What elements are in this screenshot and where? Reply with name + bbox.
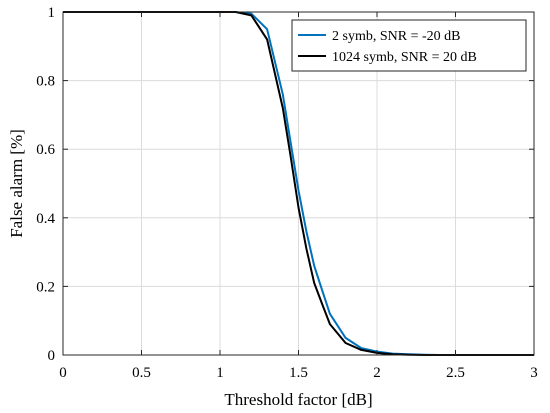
y-axis-ticks: 0 0.2 0.4 0.6 0.8 1	[36, 5, 534, 364]
x-tick-label: 1	[216, 365, 224, 381]
x-tick-label: 0	[59, 365, 67, 381]
y-tick-label: 0	[48, 348, 56, 364]
y-axis-title: False alarm [%]	[7, 129, 26, 238]
legend: 2 symb, SNR = -20 dB 1024 symb, SNR = 20…	[291, 19, 527, 72]
legend-box	[291, 19, 527, 72]
y-tick-label: 0.6	[36, 142, 55, 158]
y-tick-label: 0.8	[36, 74, 55, 90]
x-axis-title: Threshold factor [dB]	[224, 390, 372, 409]
legend-label-series-1: 2 symb, SNR = -20 dB	[332, 29, 460, 44]
x-tick-label: 3	[530, 365, 538, 381]
y-tick-label: 1	[48, 5, 56, 21]
y-tick-label: 0.2	[36, 279, 55, 295]
x-tick-label: 2.5	[446, 365, 465, 381]
legend-label-series-2: 1024 symb, SNR = 20 dB	[332, 50, 477, 65]
x-tick-label: 2	[373, 365, 381, 381]
x-axis-ticks: 0 0.5 1 1.5 2 2.5 3	[59, 12, 538, 381]
x-tick-label: 0.5	[132, 365, 151, 381]
y-tick-label: 0.4	[36, 211, 55, 227]
x-tick-label: 1.5	[289, 365, 308, 381]
